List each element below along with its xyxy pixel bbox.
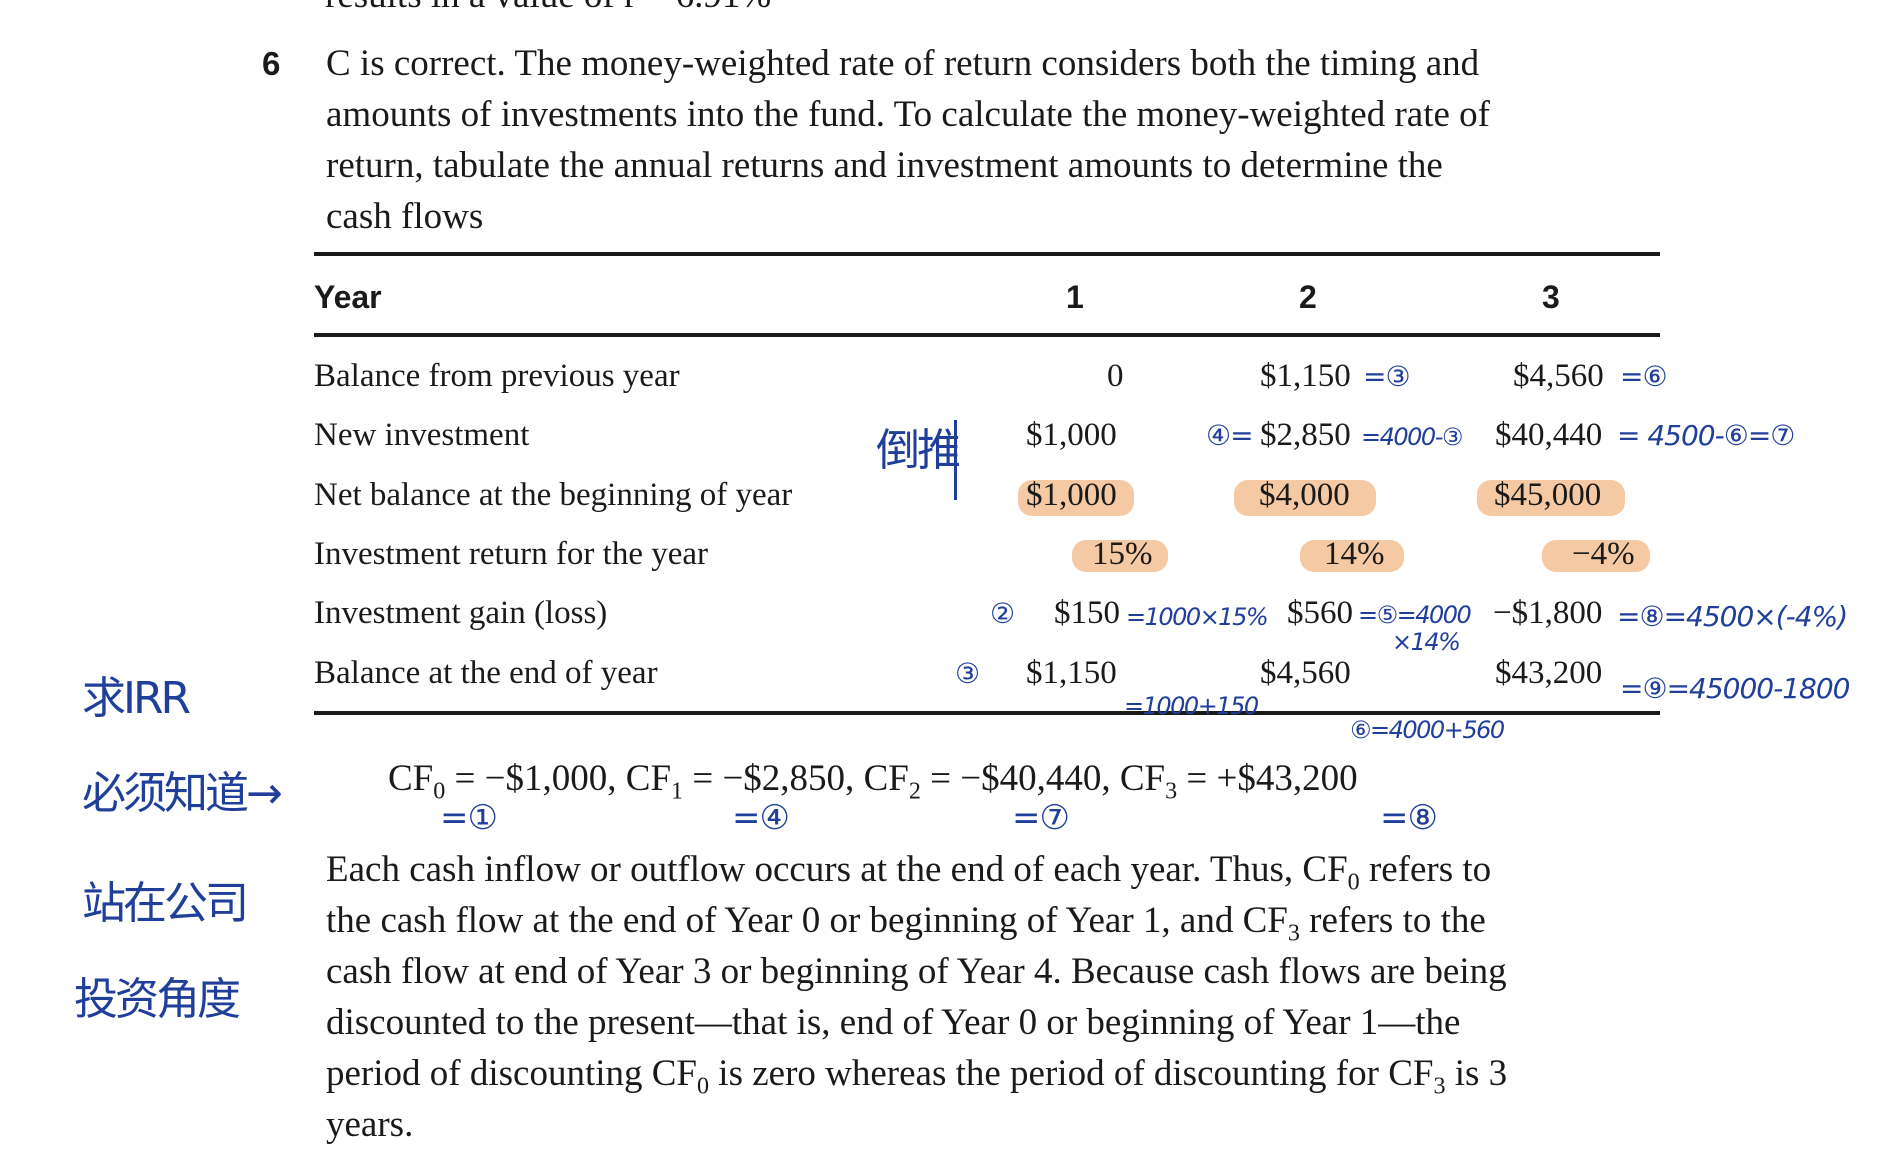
cell: $1,150 bbox=[1026, 655, 1117, 691]
previous-answer-line: results in a value of r = 6.91% bbox=[325, 0, 771, 21]
cf-label: CF bbox=[1119, 758, 1166, 799]
highlight bbox=[1542, 540, 1650, 572]
cf-label: CF bbox=[388, 758, 434, 799]
note: =⑧=4500×(-4%) bbox=[1617, 600, 1848, 633]
cf-sub: 1 bbox=[671, 778, 684, 805]
cash-flow-equation: CF0 = −$1,000, CF1 = −$2,850, CF2 = −$40… bbox=[388, 753, 1358, 817]
cell: $2,850 bbox=[1260, 417, 1351, 453]
cell: $4,560 bbox=[1513, 358, 1604, 394]
cell: −4% bbox=[1572, 536, 1635, 572]
explanation-line: cash flow at end of Year 3 or beginning … bbox=[326, 951, 1507, 992]
cell: $45,000 bbox=[1494, 477, 1602, 513]
cell: $150 bbox=[1054, 595, 1120, 631]
note-investment-angle: 投资角度 bbox=[74, 974, 241, 1025]
cf-label: CF bbox=[863, 758, 909, 799]
note: =③ bbox=[1363, 360, 1411, 393]
cf-value: = −$40,440, bbox=[920, 758, 1120, 799]
note-back-calc: 倒推 bbox=[876, 425, 961, 476]
note: = 4500-⑥=⑦ bbox=[1617, 419, 1795, 452]
cell: −$1,800 bbox=[1493, 595, 1603, 631]
explanation-line: years. bbox=[326, 1104, 414, 1145]
table-bottom-rule bbox=[314, 711, 1660, 715]
note: ③ bbox=[955, 657, 980, 690]
cf-value: = +$43,200 bbox=[1177, 758, 1358, 799]
cell: $40,440 bbox=[1495, 417, 1603, 453]
cell: $43,200 bbox=[1495, 655, 1603, 691]
question-number: 6 bbox=[262, 45, 281, 82]
note: =1000×15% bbox=[1126, 603, 1269, 631]
row-label: Balance from previous year bbox=[314, 358, 680, 394]
text: refers to the bbox=[1299, 900, 1486, 941]
cell: $1,000 bbox=[1026, 417, 1117, 453]
header-year: Year bbox=[314, 279, 382, 315]
explanation-line: discounted to the present—that is, end o… bbox=[326, 1002, 1461, 1043]
cell: $1,000 bbox=[1026, 477, 1117, 513]
highlight bbox=[1072, 540, 1168, 572]
subscript: 0 bbox=[697, 1073, 710, 1100]
header-year-3: 3 bbox=[1542, 279, 1560, 315]
highlight bbox=[1018, 480, 1134, 516]
note: =⑧ bbox=[1380, 798, 1438, 838]
row-label: Balance at the end of year bbox=[314, 655, 658, 691]
cell: $1,150 bbox=[1260, 358, 1351, 394]
note: =⑤=4000 bbox=[1358, 601, 1472, 629]
table-top-rule bbox=[314, 252, 1660, 256]
cell: $4,560 bbox=[1260, 655, 1351, 691]
cf-sub: 2 bbox=[908, 778, 921, 805]
subscript: 3 bbox=[1433, 1073, 1446, 1100]
header-year-1: 1 bbox=[1066, 279, 1084, 315]
text: the cash flow at the end of Year 0 or be… bbox=[326, 900, 1288, 941]
row-label: Investment return for the year bbox=[314, 536, 709, 572]
text: is zero whereas the period of discountin… bbox=[709, 1053, 1434, 1094]
note-stroke bbox=[954, 420, 957, 500]
note: =⑦ bbox=[1012, 798, 1070, 838]
text: period of discounting CF bbox=[326, 1053, 698, 1094]
text: is 3 bbox=[1445, 1053, 1508, 1094]
row-label: Investment gain (loss) bbox=[314, 595, 608, 631]
row-label: New investment bbox=[314, 417, 530, 453]
note: =⑨=45000-1800 bbox=[1620, 672, 1850, 705]
highlight bbox=[1477, 480, 1625, 516]
cell: 15% bbox=[1092, 536, 1153, 572]
cf-sub: 0 bbox=[433, 778, 446, 805]
highlight bbox=[1300, 540, 1404, 572]
explanation-line: the cash flow at the end of Year 0 or be… bbox=[326, 895, 1486, 959]
header-year-2: 2 bbox=[1299, 279, 1317, 315]
cell: 0 bbox=[1107, 358, 1124, 394]
text: refers to bbox=[1359, 849, 1492, 890]
note: ⑥=4000+560 bbox=[1350, 716, 1505, 744]
intro-line: return, tabulate the annual returns and … bbox=[326, 145, 1443, 186]
explanation-line: Each cash inflow or outflow occurs at th… bbox=[326, 844, 1491, 908]
subscript: 3 bbox=[1287, 920, 1300, 947]
note-must-know: 必须知道→ bbox=[82, 768, 283, 819]
explanation-line: period of discounting CF0 is zero wherea… bbox=[326, 1048, 1507, 1112]
intro-line: cash flows bbox=[326, 196, 484, 237]
note-company: 站在公司 bbox=[82, 878, 249, 929]
cell: $560 bbox=[1287, 595, 1353, 631]
note-qiu-irr: 求IRR bbox=[82, 673, 191, 724]
cf-value: = −$1,000, bbox=[445, 758, 626, 799]
text: Each cash inflow or outflow occurs at th… bbox=[326, 849, 1348, 890]
intro-line: amounts of investments into the fund. To… bbox=[326, 94, 1490, 135]
note: =4000-③ bbox=[1361, 423, 1463, 451]
note: =① bbox=[440, 798, 498, 838]
highlight bbox=[1234, 480, 1376, 516]
note: =1000+150 bbox=[1124, 692, 1259, 720]
note: ④= bbox=[1206, 419, 1254, 452]
cell: $4,000 bbox=[1259, 477, 1350, 513]
note: =⑥ bbox=[1620, 360, 1668, 393]
row-label: Net balance at the beginning of year bbox=[314, 477, 793, 513]
cf-label: CF bbox=[625, 758, 672, 799]
subscript: 0 bbox=[1347, 869, 1360, 896]
intro-line: C is correct. The money-weighted rate of… bbox=[326, 43, 1480, 84]
cf-sub: 3 bbox=[1165, 778, 1178, 805]
table-header-rule bbox=[314, 333, 1660, 337]
note: ② bbox=[990, 597, 1015, 630]
note: ×14% bbox=[1392, 628, 1461, 656]
cell: 14% bbox=[1324, 536, 1385, 572]
note: =④ bbox=[732, 798, 790, 838]
cf-value: = −$2,850, bbox=[683, 758, 864, 799]
